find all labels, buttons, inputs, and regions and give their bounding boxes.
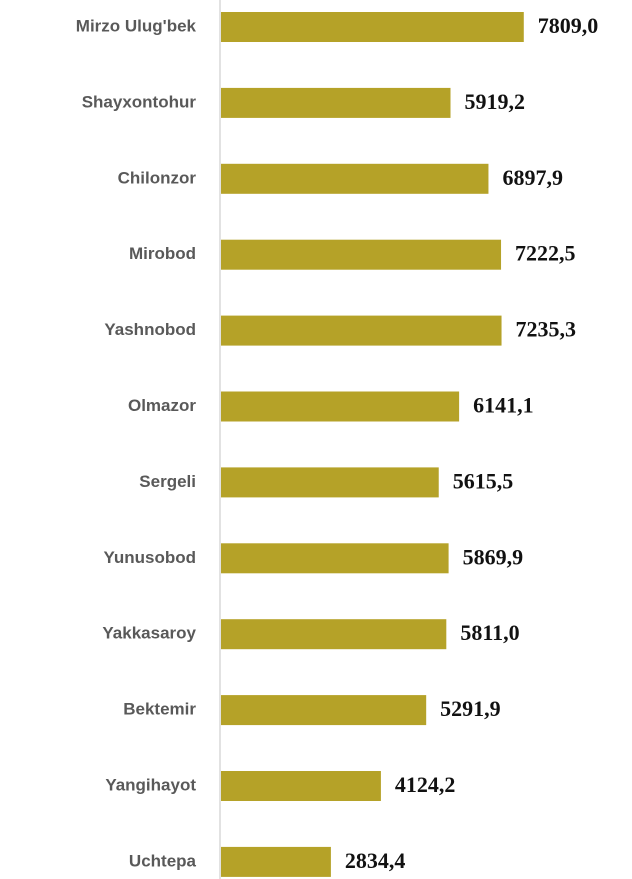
category-label: Sergeli [139, 472, 196, 491]
value-label: 7809,0 [538, 13, 599, 38]
bar [221, 619, 447, 650]
bar [221, 163, 489, 194]
value-label: 7235,3 [516, 317, 577, 342]
bar [221, 315, 502, 346]
category-label: Bektemir [123, 700, 196, 719]
bar [221, 12, 524, 42]
bar [221, 846, 331, 877]
bar [221, 467, 439, 498]
category-label: Uchtepa [129, 851, 197, 870]
category-label: Yakkasaroy [102, 624, 196, 643]
value-label: 5869,9 [463, 544, 523, 569]
bar [221, 543, 449, 574]
bar [221, 391, 460, 422]
value-label: 4124,2 [395, 772, 456, 797]
category-label: Shayxontohur [82, 92, 197, 111]
value-label: 5291,9 [440, 696, 501, 721]
bar [221, 87, 451, 118]
bar [221, 771, 381, 801]
value-label: 7222,5 [515, 241, 576, 266]
value-label: 2834,4 [345, 848, 406, 873]
category-label: Chilonzor [118, 168, 197, 187]
value-label: 5919,2 [465, 89, 526, 114]
category-label: Yangihayot [105, 775, 196, 794]
bar [221, 239, 502, 270]
value-label: 6141,1 [473, 393, 533, 418]
category-label: Mirobod [129, 244, 196, 263]
value-label: 6897,9 [502, 165, 563, 190]
value-label: 5811,0 [460, 620, 519, 645]
category-label: Olmazor [128, 396, 196, 415]
category-label: Yashnobod [104, 320, 196, 339]
category-label: Yunusobod [103, 548, 196, 567]
value-label: 5615,5 [453, 468, 513, 493]
category-label: Mirzo Ulug'bek [76, 16, 197, 35]
bar [221, 695, 427, 726]
